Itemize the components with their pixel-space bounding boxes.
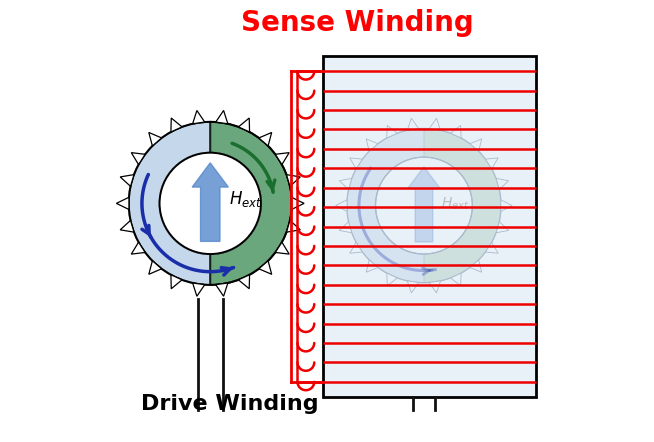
- Polygon shape: [148, 261, 162, 274]
- Polygon shape: [496, 179, 509, 190]
- Polygon shape: [429, 118, 441, 130]
- Polygon shape: [350, 242, 362, 253]
- Circle shape: [375, 157, 472, 254]
- Polygon shape: [339, 179, 352, 190]
- Polygon shape: [275, 242, 289, 254]
- Polygon shape: [131, 152, 145, 164]
- Polygon shape: [366, 139, 378, 151]
- Wedge shape: [424, 129, 501, 283]
- Polygon shape: [193, 283, 205, 296]
- Polygon shape: [451, 126, 461, 138]
- Polygon shape: [193, 110, 205, 124]
- Polygon shape: [339, 222, 352, 233]
- Polygon shape: [350, 158, 362, 169]
- Circle shape: [375, 157, 472, 254]
- Polygon shape: [387, 273, 397, 286]
- Polygon shape: [366, 260, 378, 272]
- FancyArrow shape: [192, 163, 228, 241]
- Wedge shape: [347, 129, 424, 283]
- Polygon shape: [470, 260, 482, 272]
- FancyArrow shape: [407, 167, 440, 242]
- Polygon shape: [407, 118, 419, 130]
- Polygon shape: [148, 133, 162, 146]
- Polygon shape: [131, 242, 145, 254]
- Text: Drive Winding: Drive Winding: [141, 394, 319, 414]
- Polygon shape: [216, 283, 228, 296]
- Text: $H_{ext}$: $H_{ext}$: [441, 195, 469, 212]
- Polygon shape: [275, 152, 289, 164]
- Polygon shape: [286, 221, 300, 232]
- Polygon shape: [292, 197, 304, 210]
- Wedge shape: [210, 122, 292, 285]
- Polygon shape: [120, 175, 134, 187]
- Polygon shape: [171, 118, 182, 132]
- Polygon shape: [485, 158, 498, 169]
- Polygon shape: [485, 242, 498, 253]
- Polygon shape: [216, 110, 228, 124]
- Polygon shape: [336, 200, 347, 211]
- Polygon shape: [286, 175, 300, 187]
- Circle shape: [160, 152, 261, 254]
- Polygon shape: [120, 221, 134, 232]
- Polygon shape: [501, 200, 512, 211]
- Polygon shape: [116, 197, 129, 210]
- Bar: [322, 56, 536, 397]
- Polygon shape: [259, 261, 271, 274]
- Polygon shape: [496, 222, 509, 233]
- Polygon shape: [429, 281, 441, 293]
- Polygon shape: [470, 139, 482, 151]
- Polygon shape: [239, 118, 250, 132]
- Text: $H_{ext}$: $H_{ext}$: [229, 189, 262, 209]
- Polygon shape: [451, 273, 461, 286]
- Polygon shape: [171, 275, 182, 289]
- Polygon shape: [387, 126, 397, 138]
- Text: Sense Winding: Sense Winding: [241, 9, 474, 37]
- Polygon shape: [407, 281, 419, 293]
- Polygon shape: [239, 275, 250, 289]
- Wedge shape: [129, 122, 210, 285]
- Polygon shape: [259, 133, 271, 146]
